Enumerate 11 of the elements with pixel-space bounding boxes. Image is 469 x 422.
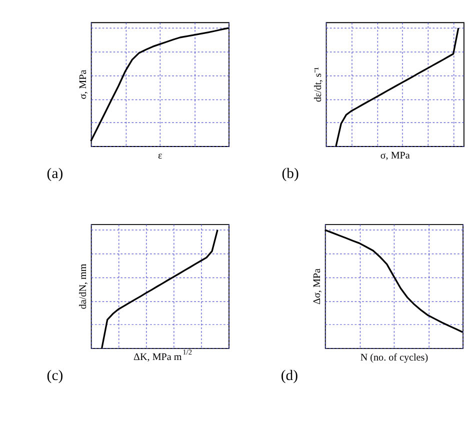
text: (c) — [46, 368, 64, 384]
y-axis-title: dε/dt, s⁻¹ — [312, 67, 324, 102]
x-axis-title: σ, MPa — [380, 150, 410, 162]
x-axis-title: ε — [158, 150, 162, 162]
x-axis-title: N (no. of cycles) — [360, 352, 428, 364]
text: (b) — [282, 166, 299, 182]
y-axis-title: σ, MPa — [78, 69, 89, 100]
y-axis-title: Δσ, MPa — [312, 268, 323, 304]
y-axis-title: da/dN, mm — [78, 264, 89, 310]
text: (a) — [46, 166, 64, 182]
text: (d) — [280, 368, 298, 384]
